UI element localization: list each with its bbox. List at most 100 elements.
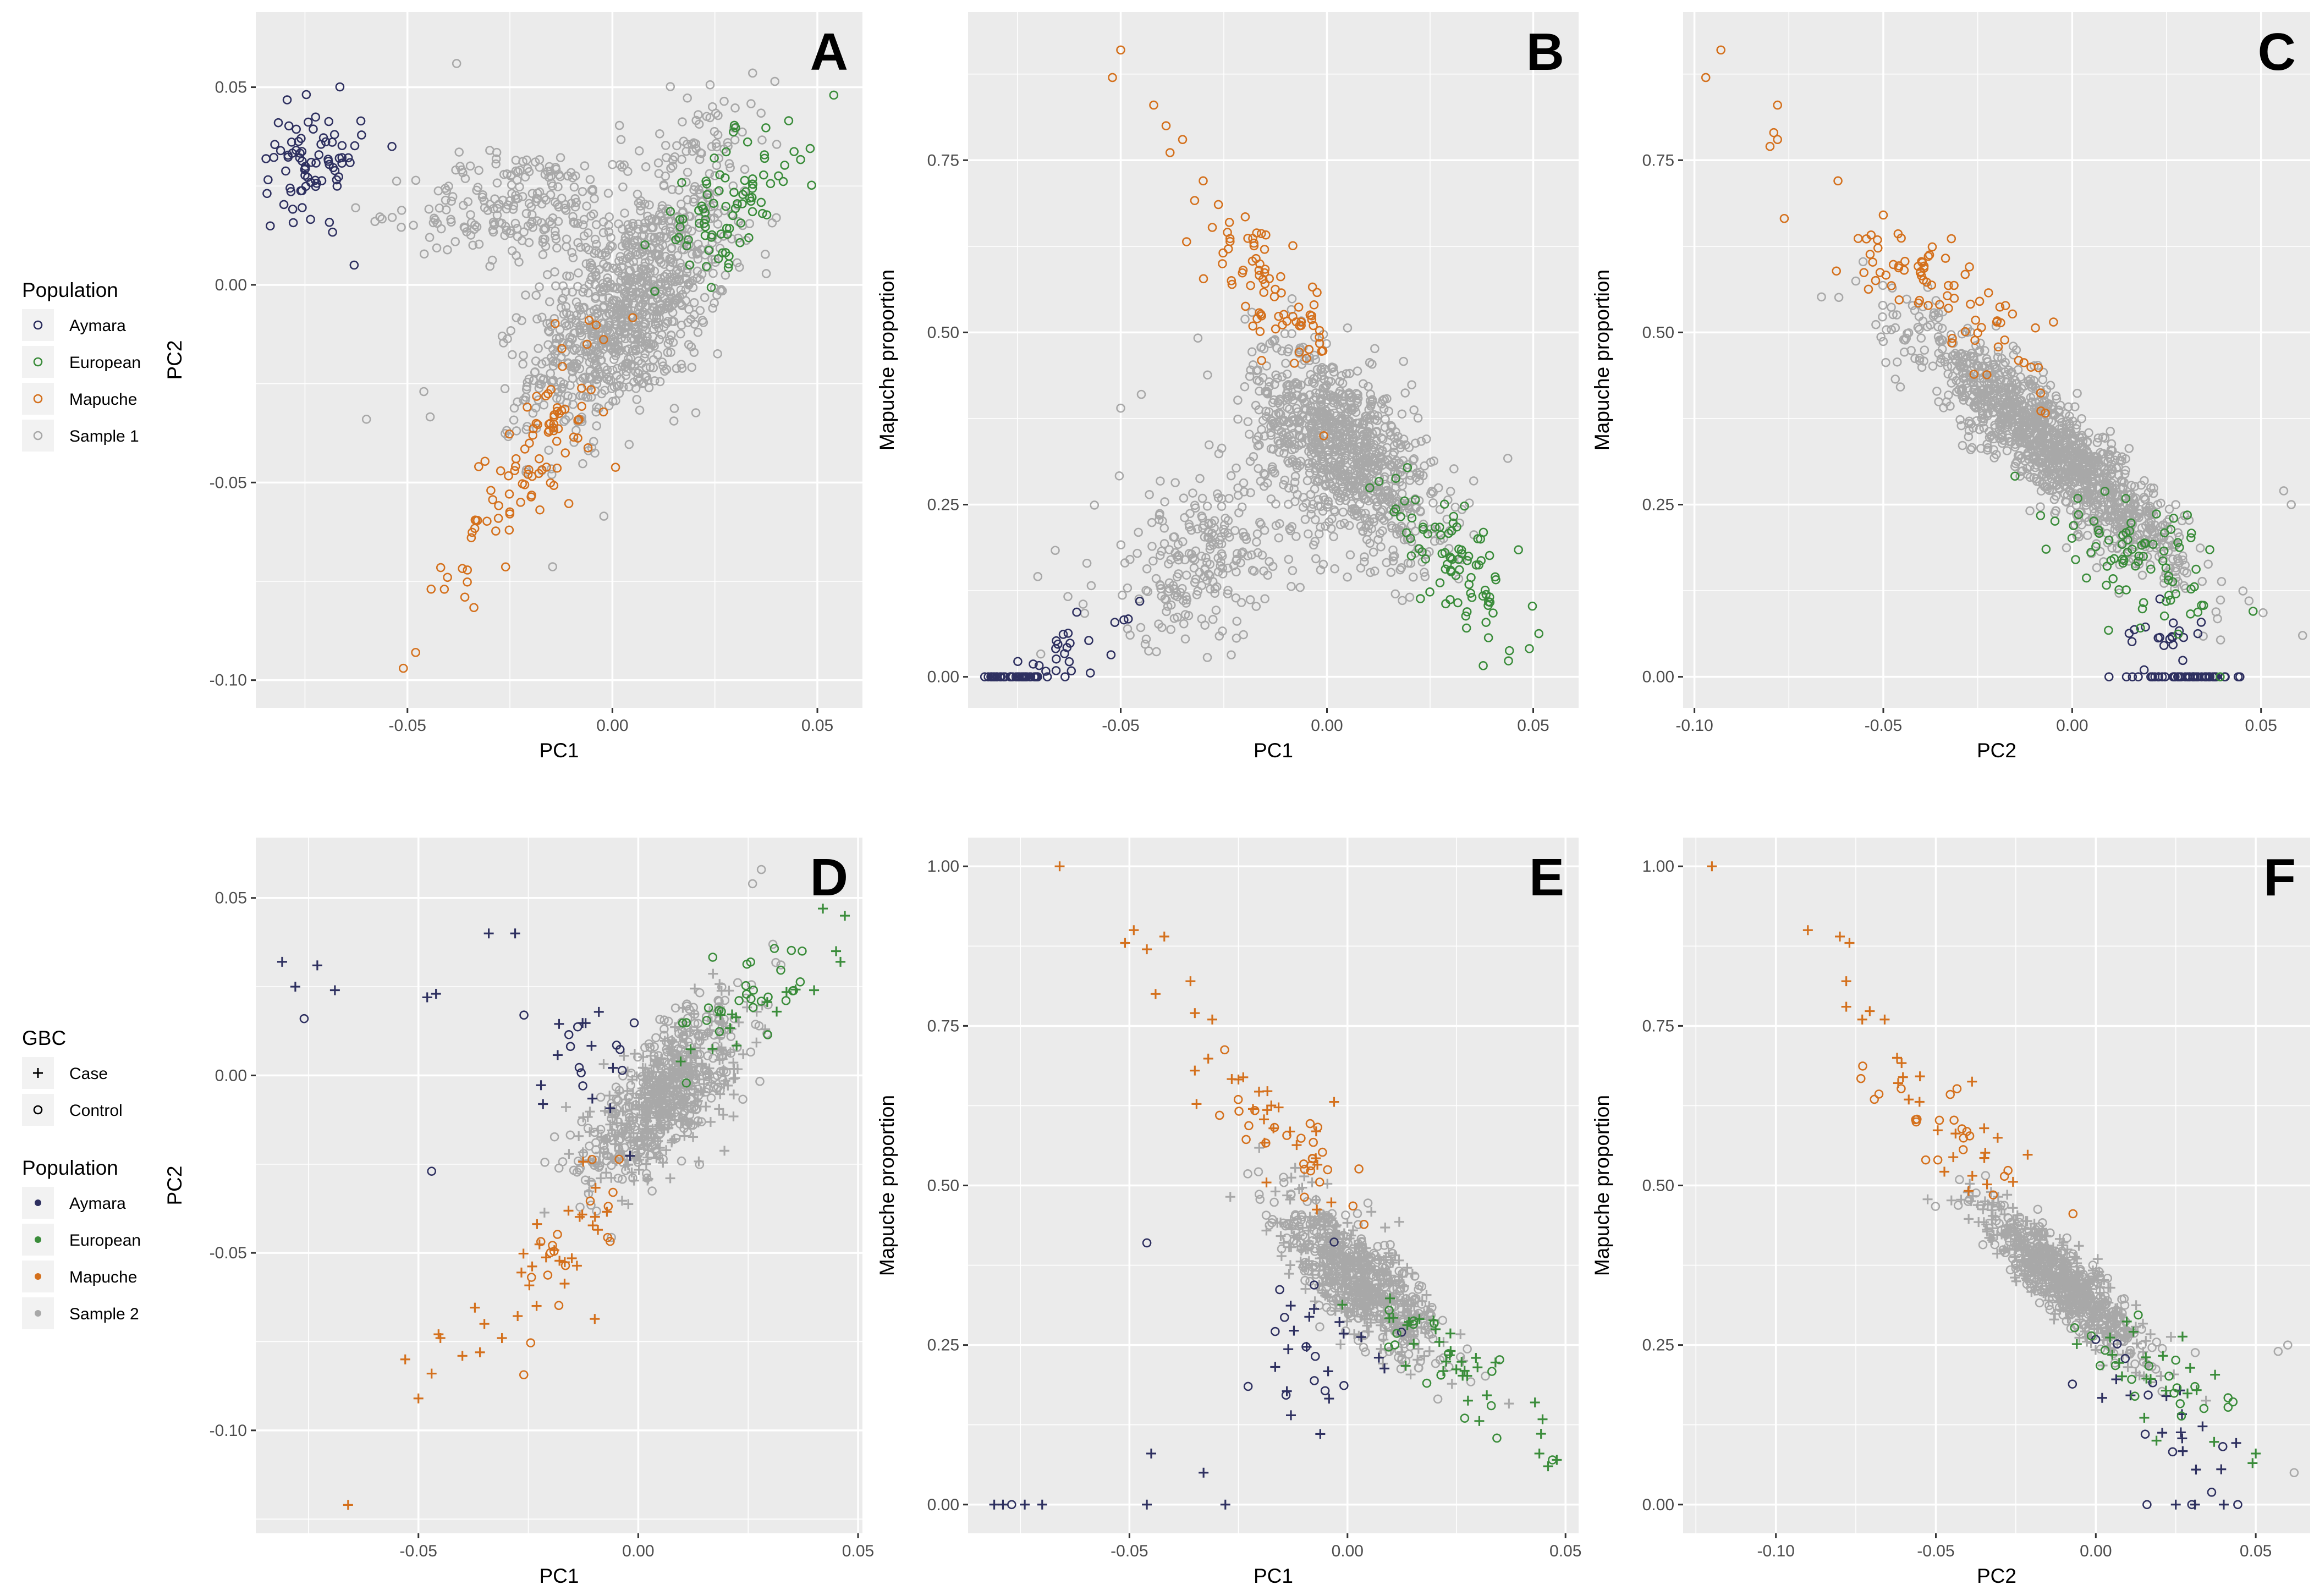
- point-sample: [695, 306, 705, 315]
- point-mapuche: [469, 603, 479, 613]
- point-sample: [650, 376, 659, 386]
- point-aymara: [301, 90, 311, 100]
- point-sample: [459, 222, 469, 232]
- point-sample: [597, 287, 607, 296]
- point-mapuche: [591, 320, 601, 330]
- point-sample: [1395, 565, 1405, 575]
- point-sample: [677, 300, 686, 310]
- point-sample: [604, 221, 613, 230]
- point-sample: [592, 421, 601, 431]
- point-sample: [663, 348, 673, 357]
- legend-label: European: [69, 354, 141, 372]
- point-european: [730, 203, 740, 213]
- y-tick-label: 0.00: [1642, 668, 1674, 686]
- point-mapuche: [480, 456, 490, 466]
- point-sample: [689, 194, 699, 203]
- point-sample: [645, 343, 655, 353]
- point-mapuche: [527, 491, 536, 500]
- y-axis-title: PC2: [163, 1166, 186, 1206]
- point-european: [736, 218, 746, 228]
- x-tick-label: -0.10: [1675, 717, 1713, 735]
- y-tick-label: -0.05: [210, 474, 247, 492]
- point-aymara: [349, 260, 359, 270]
- point-sample: [710, 255, 720, 264]
- point-european: [713, 254, 723, 263]
- point-sample: [634, 313, 644, 323]
- point-sample: [466, 210, 475, 219]
- point-sample: [672, 141, 681, 151]
- point-sample: [600, 301, 609, 311]
- point-sample: [668, 161, 678, 171]
- point-sample: [513, 194, 523, 203]
- point-sample: [574, 268, 583, 278]
- legend-label: Sample 1: [69, 427, 139, 445]
- point-sample: [617, 262, 626, 272]
- point-sample: [370, 217, 380, 227]
- point-sample: [429, 213, 439, 223]
- point-sample: [604, 309, 614, 318]
- point-aymara: [292, 124, 301, 134]
- point-aymara: [311, 112, 321, 122]
- legend-label: Mapuche: [69, 390, 137, 409]
- point-sample: [612, 364, 622, 373]
- point-sample: [659, 366, 669, 376]
- point-european: [700, 230, 710, 240]
- point-aymara: [312, 179, 322, 188]
- point-sample: [1279, 448, 1289, 458]
- point-aymara: [325, 217, 334, 227]
- point-sample: [584, 279, 594, 289]
- point-sample: [598, 302, 608, 312]
- point-sample: [1335, 520, 1345, 530]
- point-european: [757, 208, 767, 218]
- point-sample: [509, 415, 519, 425]
- point-sample: [573, 218, 582, 228]
- point-sample: [603, 189, 613, 198]
- y-axis-title: PC2: [163, 340, 186, 380]
- point-sample: [1310, 350, 1320, 360]
- point-sample: [529, 376, 538, 386]
- point-sample: [675, 258, 685, 268]
- x-tick-label: -0.05: [1102, 717, 1139, 735]
- point-sample: [513, 232, 523, 241]
- point-sample: [661, 141, 670, 150]
- legend-key-background: [22, 309, 54, 341]
- point-sample: [1345, 550, 1355, 560]
- point-sample: [662, 269, 672, 279]
- point-sample: [573, 282, 582, 291]
- point-sample: [571, 197, 581, 207]
- point-european: [714, 186, 724, 196]
- point-aymara: [279, 200, 289, 210]
- point-sample: [573, 238, 582, 247]
- y-tick-label: 0.25: [927, 496, 959, 514]
- point-sample: [1403, 558, 1413, 568]
- point-aymara: [304, 117, 313, 127]
- x-axis-title: PC2: [1977, 739, 2016, 762]
- y-tick-label: 0.25: [1642, 496, 1674, 514]
- point-mapuche: [528, 431, 537, 440]
- point-sample: [614, 219, 623, 229]
- point-sample: [708, 304, 717, 313]
- point-sample: [691, 139, 701, 148]
- y-axis-title: Mapuche proportion: [876, 269, 898, 450]
- point-sample: [543, 326, 553, 335]
- plot-background: [968, 12, 1579, 708]
- point-mapuche: [584, 316, 594, 325]
- point-sample: [586, 258, 595, 268]
- point-sample: [599, 285, 608, 295]
- point-mapuche: [537, 465, 547, 475]
- legend-key-mapuche: [35, 1273, 41, 1280]
- y-tick-label: 0.75: [1642, 151, 1674, 169]
- point-sample: [1280, 329, 1290, 338]
- point-sample: [521, 208, 531, 218]
- point-sample: [646, 339, 656, 349]
- point-european: [677, 178, 686, 188]
- point-sample: [544, 445, 553, 455]
- point-sample: [519, 227, 529, 237]
- point-sample: [622, 367, 631, 376]
- point-sample: [712, 142, 722, 152]
- point-european: [766, 179, 776, 189]
- point-sample: [503, 200, 513, 210]
- point-sample: [1264, 382, 1274, 392]
